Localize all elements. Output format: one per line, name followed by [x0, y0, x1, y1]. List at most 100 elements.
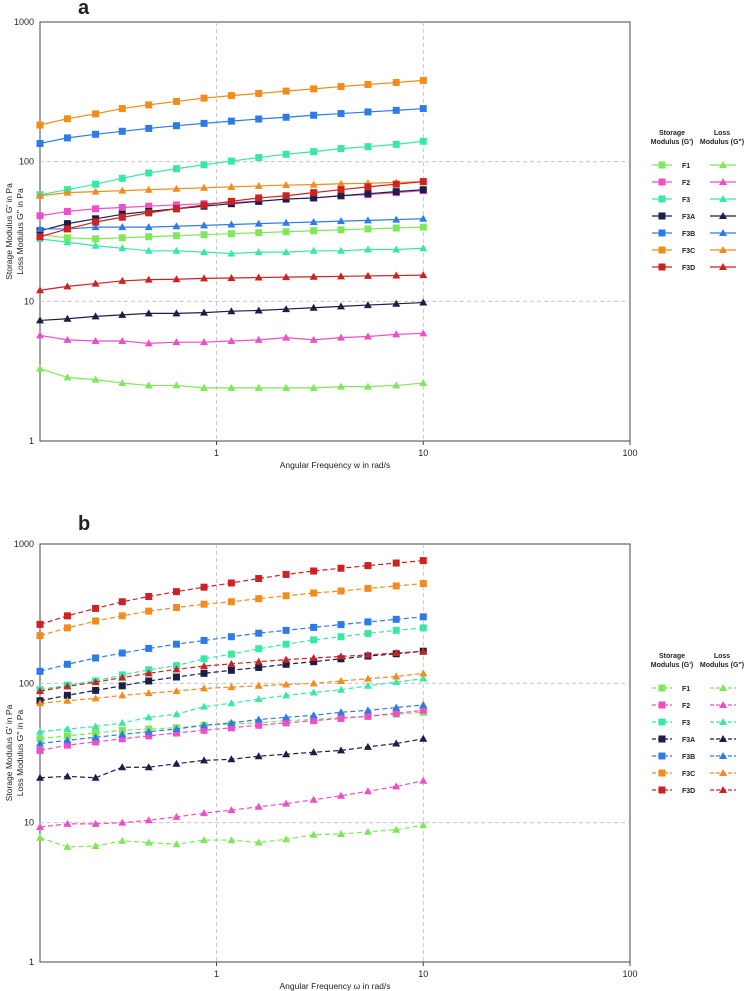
storage-marker: [658, 212, 666, 220]
storage-marker: [145, 644, 153, 652]
storage-marker: [255, 595, 263, 603]
loss-marker: [363, 301, 372, 309]
storage-marker: [36, 233, 44, 241]
y-axis-title-storage: Storage Modulus G' in Pa: [4, 183, 14, 280]
storage-marker: [255, 575, 263, 583]
legend-label: F3C: [682, 248, 695, 255]
loss-marker: [200, 756, 209, 764]
loss-marker: [282, 835, 291, 843]
loss-marker: [91, 819, 100, 827]
loss-marker: [63, 335, 72, 343]
storage-marker: [145, 124, 153, 132]
loss-marker: [336, 708, 345, 716]
loss-marker: [118, 691, 127, 699]
loss-marker: [719, 246, 727, 253]
x-tick-label: 100: [622, 969, 637, 979]
storage-marker: [227, 197, 235, 205]
loss-marker: [282, 181, 291, 189]
storage-marker: [364, 712, 372, 720]
loss-marker: [118, 310, 127, 318]
storage-marker: [310, 658, 318, 666]
storage-marker: [145, 209, 153, 217]
storage-marker: [364, 562, 372, 570]
storage-marker: [419, 580, 427, 588]
loss-marker: [200, 662, 209, 670]
loss-marker: [91, 722, 100, 730]
legend-label: F3B: [682, 231, 695, 238]
storage-marker: [392, 559, 400, 567]
storage-marker: [419, 137, 427, 145]
storage-marker: [337, 186, 345, 194]
storage-marker: [118, 598, 126, 606]
loss-marker: [254, 681, 263, 689]
loss-marker: [227, 249, 236, 257]
loss-marker: [419, 776, 428, 784]
loss-marker: [336, 333, 345, 341]
loss-marker: [118, 763, 127, 771]
loss-marker: [118, 818, 127, 826]
storage-marker: [364, 143, 372, 151]
storage-marker: [118, 174, 126, 182]
legend-entry-F3D: F3D: [652, 786, 736, 795]
loss-marker: [392, 672, 401, 680]
storage-marker: [36, 667, 44, 675]
loss-marker: [254, 248, 263, 256]
storage-marker: [392, 626, 400, 634]
loss-marker: [282, 750, 291, 758]
loss-marker: [227, 273, 236, 281]
storage-marker: [282, 660, 290, 668]
loss-marker: [144, 185, 153, 193]
loss-marker: [172, 759, 181, 767]
storage-marker: [63, 115, 71, 123]
loss-marker: [419, 298, 428, 306]
series-F3C: [36, 580, 428, 707]
storage-marker: [118, 612, 126, 620]
loss-marker: [392, 381, 401, 389]
loss-marker: [392, 782, 401, 790]
loss-marker: [227, 336, 236, 344]
loss-marker: [392, 215, 401, 223]
series-F1: [36, 223, 428, 391]
storage-marker: [145, 233, 153, 241]
loss-marker: [144, 381, 153, 389]
legend-label: F3A: [682, 737, 695, 744]
storage-marker: [255, 89, 263, 97]
loss-marker: [172, 275, 181, 283]
storage-marker: [200, 201, 208, 209]
series-F3B: [36, 105, 428, 232]
legend-entry-F3C: F3C: [652, 246, 736, 255]
storage-marker: [63, 612, 71, 620]
storage-marker: [172, 232, 180, 240]
loss-marker: [254, 306, 263, 314]
storage-marker: [282, 87, 290, 95]
loss-marker: [282, 713, 291, 721]
storage-marker: [172, 588, 180, 596]
storage-marker: [658, 161, 666, 169]
storage-marker: [63, 220, 71, 228]
legend-loss-header-1: Loss: [714, 130, 730, 137]
loss-marker: [254, 657, 263, 665]
loss-marker: [91, 375, 100, 383]
storage-marker: [36, 139, 44, 147]
legend-storage-header-2: Modulus (G'): [651, 139, 694, 146]
storage-marker: [63, 134, 71, 142]
loss-marker: [363, 650, 372, 658]
y-tick-label: 1: [29, 957, 34, 967]
legend-label: F3D: [682, 788, 695, 795]
loss-marker: [36, 316, 44, 324]
storage-marker: [337, 633, 345, 641]
storage-marker: [145, 101, 153, 109]
loss-marker: [144, 713, 153, 721]
loss-marker: [118, 730, 127, 738]
series-F3C: [36, 76, 428, 199]
loss-marker: [200, 248, 209, 256]
storage-marker: [92, 729, 100, 737]
y-axis-title-loss: Loss Modulus G'' in Pa: [15, 188, 25, 275]
storage-marker: [200, 669, 208, 677]
storage-marker: [255, 154, 263, 162]
loss-marker: [91, 336, 100, 344]
loss-marker: [282, 655, 291, 663]
storage-marker: [392, 224, 400, 232]
x-tick-label: 1: [214, 969, 219, 979]
storage-marker: [282, 640, 290, 648]
